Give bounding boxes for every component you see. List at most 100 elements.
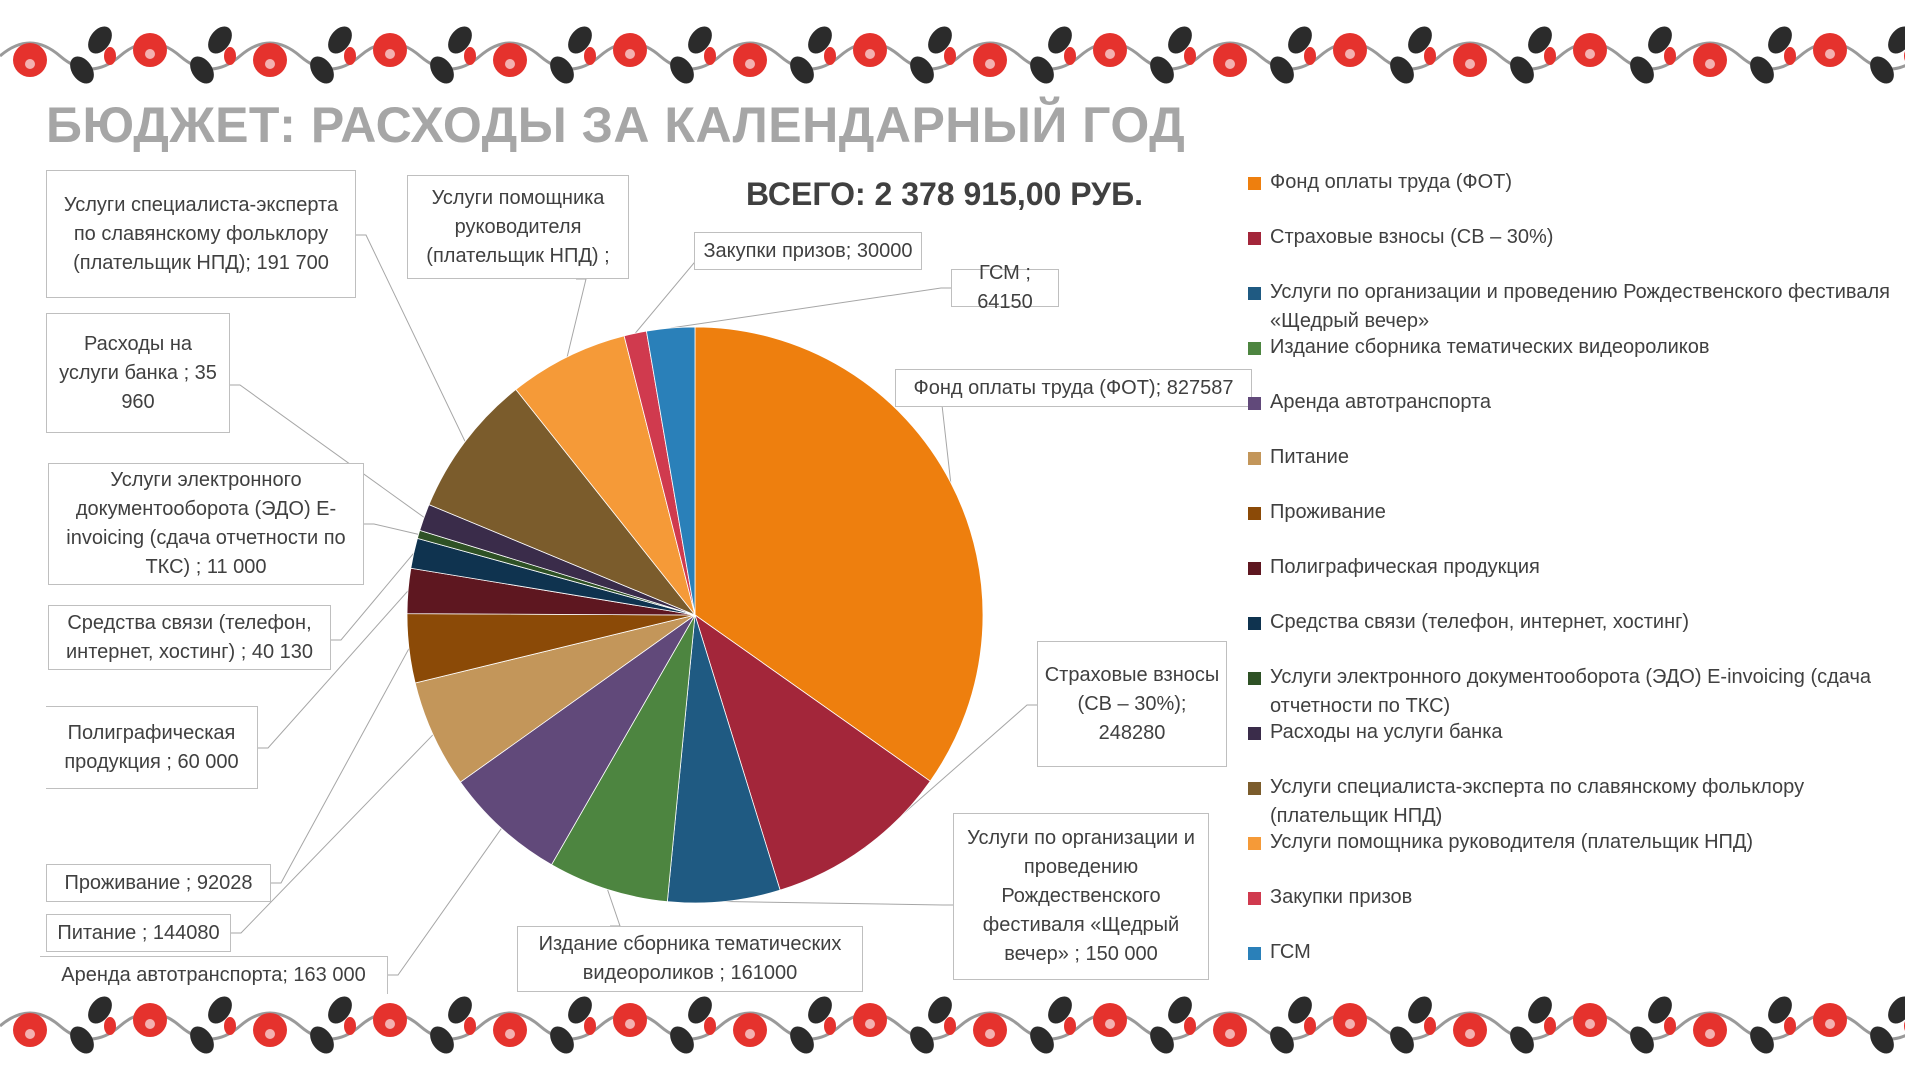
- leaf-ornament: [790, 1026, 814, 1054]
- leaf-ornament: [1030, 56, 1054, 84]
- leader-line: [271, 648, 410, 884]
- leaf-ornament: [910, 56, 934, 84]
- rose-center-ornament: [265, 59, 275, 69]
- leaf-ornament: [550, 1026, 574, 1054]
- leaf-ornament: [1768, 26, 1792, 54]
- bud-ornament: [344, 47, 356, 65]
- rose-center-ornament: [1705, 1029, 1715, 1039]
- leader-line: [388, 828, 502, 976]
- pie-slices: [406, 326, 984, 904]
- leaf-ornament: [1270, 56, 1294, 84]
- data-label-bank: Расходы на услуги банка ; 35 960: [46, 313, 230, 433]
- data-label-polig: Полиграфическая продукция ; 60 000: [46, 706, 258, 789]
- rose-center-ornament: [385, 49, 395, 59]
- rose-center-ornament: [1705, 59, 1715, 69]
- leaf-ornament: [1630, 1026, 1654, 1054]
- leaf-ornament: [928, 996, 952, 1024]
- leaf-ornament: [1048, 26, 1072, 54]
- legend-label: Питание: [1270, 446, 1349, 468]
- leaf-ornament: [550, 56, 574, 84]
- leaf-ornament: [1408, 996, 1432, 1024]
- leaf-ornament: [208, 26, 232, 54]
- legend-swatch-icon: [1248, 177, 1261, 190]
- bud-ornament: [944, 1017, 956, 1035]
- leaf-ornament: [1168, 26, 1192, 54]
- leaf-ornament: [70, 56, 94, 84]
- legend-swatch-icon: [1248, 452, 1261, 465]
- bud-ornament: [704, 1017, 716, 1035]
- rose-center-ornament: [1225, 59, 1235, 69]
- rose-center-ornament: [1585, 49, 1595, 59]
- leaf-ornament: [190, 56, 214, 84]
- rose-center-ornament: [145, 49, 155, 59]
- leaf-ornament: [1510, 56, 1534, 84]
- data-label-fot: Фонд оплаты труда (ФОТ); 827587: [895, 369, 1252, 407]
- legend-item: Расходы на услуги банка: [1248, 718, 1890, 747]
- leaf-ornament: [1648, 996, 1672, 1024]
- rose-center-ornament: [1105, 49, 1115, 59]
- leaf-ornament: [670, 56, 694, 84]
- bud-ornament: [584, 47, 596, 65]
- leaf-ornament: [670, 1026, 694, 1054]
- bud-ornament: [584, 1017, 596, 1035]
- data-label-pitanie: Питание ; 144080: [46, 914, 231, 952]
- leaf-ornament: [1288, 26, 1312, 54]
- bud-ornament: [944, 47, 956, 65]
- bud-ornament: [1544, 47, 1556, 65]
- legend-item: Издание сборника тематических видеоролик…: [1248, 333, 1890, 362]
- leaf-ornament: [1048, 996, 1072, 1024]
- bud-ornament: [1184, 1017, 1196, 1035]
- leaf-ornament: [1888, 996, 1905, 1024]
- legend-item: Полиграфическая продукция: [1248, 553, 1890, 582]
- bud-ornament: [104, 47, 116, 65]
- rose-center-ornament: [265, 1029, 275, 1039]
- data-label-prizy: Закупки призов; 30000: [694, 232, 922, 270]
- rose-center-ornament: [745, 1029, 755, 1039]
- legend-label: ГСМ: [1270, 941, 1311, 963]
- bud-ornament: [1424, 47, 1436, 65]
- data-label-gsm: ГСМ ; 64150: [951, 262, 1059, 313]
- legend-label: Расходы на услуги банка: [1270, 721, 1503, 743]
- leaf-ornament: [1630, 56, 1654, 84]
- leader-line: [566, 278, 587, 358]
- leader-line: [724, 901, 953, 906]
- rose-center-ornament: [505, 1029, 515, 1039]
- rose-center-ornament: [1225, 1029, 1235, 1039]
- legend-item: Аренда автотранспорта: [1248, 388, 1890, 417]
- bud-ornament: [1064, 1017, 1076, 1035]
- leaf-ornament: [1390, 1026, 1414, 1054]
- data-label-arenda: Аренда автотранспорта; 163 000: [40, 956, 388, 994]
- rose-center-ornament: [865, 49, 875, 59]
- legend-swatch-icon: [1248, 672, 1261, 685]
- legend-item: Страховые взносы (СВ – 30%): [1248, 223, 1890, 252]
- legend-item: Средства связи (телефон, интернет, хости…: [1248, 608, 1890, 637]
- total-amount: ВСЕГО: 2 378 915,00 РУБ.: [746, 176, 1143, 212]
- legend-label: Страховые взносы (СВ – 30%): [1270, 226, 1554, 248]
- data-label-prozh: Проживание ; 92028: [46, 864, 271, 902]
- rose-center-ornament: [1345, 1019, 1355, 1029]
- bud-ornament: [104, 1017, 116, 1035]
- leader-line: [258, 590, 409, 749]
- pie-slice: [428, 388, 697, 616]
- legend-swatch-icon: [1248, 287, 1261, 300]
- legend-swatch-icon: [1248, 727, 1261, 740]
- leaf-ornament: [310, 56, 334, 84]
- data-label-sv: Страховые взносы (СВ – 30%); 248280: [1037, 641, 1227, 767]
- bud-ornament: [1424, 1017, 1436, 1035]
- legend-item: Проживание: [1248, 498, 1890, 527]
- legend-swatch-icon: [1248, 562, 1261, 575]
- bud-ornament: [344, 1017, 356, 1035]
- leaf-ornament: [1030, 1026, 1054, 1054]
- leaf-ornament: [1150, 56, 1174, 84]
- bud-ornament: [1784, 1017, 1796, 1035]
- bud-ornament: [1184, 47, 1196, 65]
- rose-center-ornament: [1825, 49, 1835, 59]
- rose-center-ornament: [745, 59, 755, 69]
- bud-ornament: [1784, 47, 1796, 65]
- data-label-svyaz: Средства связи (телефон, интернет, хости…: [48, 605, 331, 670]
- leaf-ornament: [1168, 996, 1192, 1024]
- data-label-pomosh: Услуги помощника руководителя (плательщи…: [407, 175, 629, 279]
- leaf-ornament: [1870, 56, 1894, 84]
- leaf-ornament: [448, 26, 472, 54]
- legend-item: Услуги электронного документооборота (ЭД…: [1248, 663, 1890, 721]
